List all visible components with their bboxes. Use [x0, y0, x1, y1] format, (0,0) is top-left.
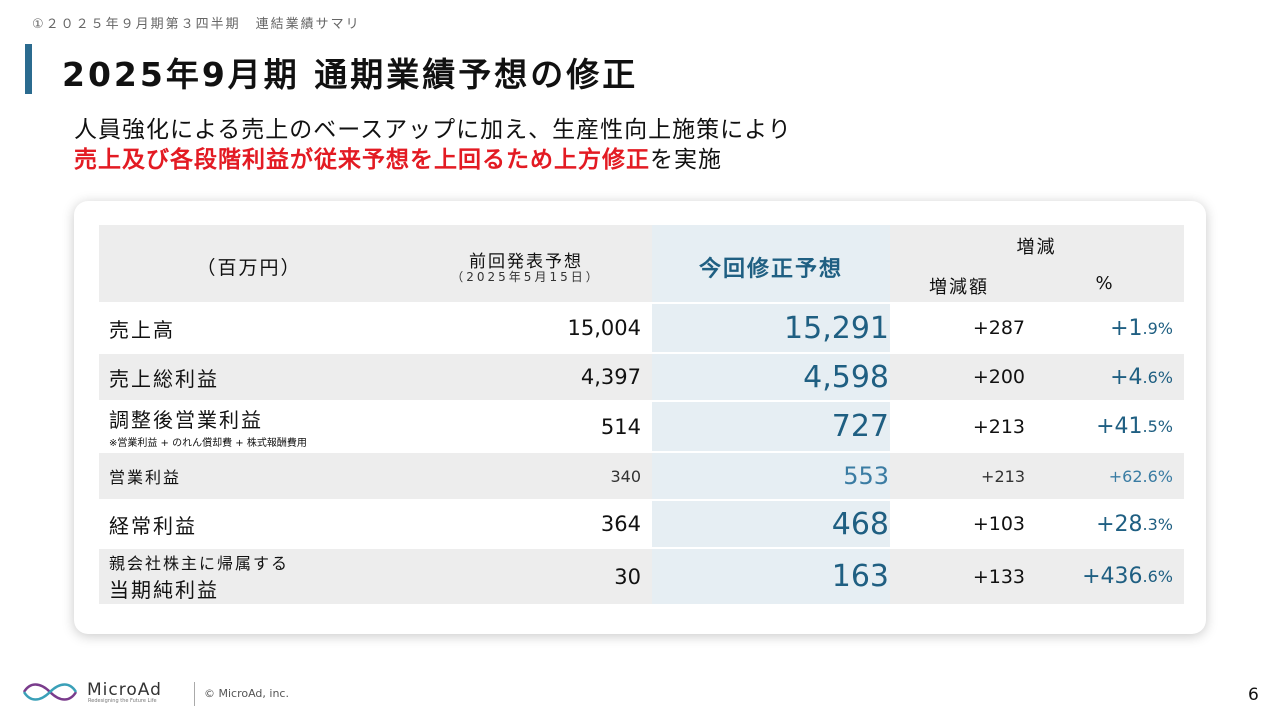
prev-value: 15,004 — [567, 316, 641, 340]
new-forecast-cell-bg — [652, 304, 890, 352]
table-row: 調整後営業利益 ※営業利益 + のれん償却費 + 株式報酬費用 514 727 +… — [99, 402, 1184, 453]
diff-value: +287 — [972, 317, 1025, 339]
new-forecast-cell-bg — [652, 453, 890, 499]
diff-amount-header: 増減額 — [929, 277, 989, 298]
prev-value: 364 — [600, 512, 641, 536]
row-label: 親会社株主に帰属する 当期純利益 — [109, 554, 290, 602]
new-forecast-header: 今回修正予想 — [698, 257, 843, 282]
footer-tagline: Redesigning the Future Life — [88, 698, 157, 704]
title-accent-bar — [25, 44, 32, 94]
forecast-table: （百万円） 前回発表予想 （2025年5月15日） 今回修正予想 増減 増減額 … — [99, 225, 1184, 606]
new-forecast-cell-bg — [652, 501, 890, 547]
new-forecast-highlight — [652, 225, 890, 302]
prev-forecast-date: （2025年5月15日） — [451, 270, 601, 284]
row-label: 調整後営業利益 ※営業利益 + のれん償却費 + 株式報酬費用 — [109, 408, 307, 449]
table-row: 売上高 15,004 15,291 +287 +1.9% — [99, 304, 1184, 354]
table-row: 営業利益 340 553 +213 +62.6% — [99, 453, 1184, 501]
footer-divider — [194, 682, 195, 706]
table-row: 親会社株主に帰属する 当期純利益 30 163 +133 +436.6% — [99, 549, 1184, 606]
new-forecast-cell-bg — [652, 354, 890, 400]
prev-forecast-header: 前回発表予想 — [469, 252, 583, 272]
microad-logo-icon — [22, 683, 78, 701]
new-value: 727 — [831, 409, 889, 444]
footer-copyright: © MicroAd, inc. — [204, 687, 289, 700]
new-forecast-cell-bg — [652, 549, 890, 604]
diff-value: +133 — [972, 565, 1025, 588]
row-label: 売上高 — [109, 317, 175, 342]
unit-header: （百万円） — [196, 257, 302, 279]
table-header: （百万円） 前回発表予想 （2025年5月15日） 今回修正予想 増減 増減額 … — [99, 225, 1184, 304]
page-number: 6 — [1248, 685, 1259, 705]
diff-value: +200 — [972, 366, 1025, 388]
prev-value: 340 — [610, 466, 641, 486]
row-note: ※営業利益 + のれん償却費 + 株式報酬費用 — [109, 438, 307, 449]
diff-value: +213 — [972, 415, 1025, 438]
footer-brand: MicroAd — [87, 680, 162, 700]
diff-value: +103 — [972, 513, 1025, 535]
pct-value: +62.6% — [1108, 466, 1173, 486]
subtitle-line-2: 売上及び各段階利益が従来予想を上回るため上方修正を実施 — [74, 140, 722, 174]
row-label: 経常利益 — [109, 513, 197, 538]
new-value: 468 — [831, 506, 889, 542]
prev-value: 514 — [600, 414, 641, 439]
breadcrumb: ①２０２５年９月期第３四半期 連結業績サマリ — [32, 17, 361, 32]
new-value: 163 — [831, 559, 889, 594]
row-label: 売上総利益 — [109, 366, 219, 391]
prev-value: 30 — [614, 564, 641, 589]
new-value: 15,291 — [784, 310, 889, 346]
subtitle-highlight: 売上及び各段階利益が従来予想を上回るため上方修正 — [74, 147, 650, 173]
table-row: 経常利益 364 468 +103 +28.3% — [99, 501, 1184, 549]
page-title: 2025年9月期 通期業績予想の修正 — [62, 55, 639, 94]
pct-value: +41.5% — [1096, 414, 1173, 439]
new-value: 553 — [843, 462, 889, 490]
diff-header: 増減 — [1016, 237, 1057, 258]
new-forecast-cell-bg — [652, 402, 890, 451]
row-label: 営業利益 — [109, 468, 182, 487]
table-row: 売上総利益 4,397 4,598 +200 +4.6% — [99, 354, 1184, 402]
pct-value: +4.6% — [1110, 364, 1173, 390]
prev-value: 4,397 — [580, 365, 641, 389]
pct-value: +1.9% — [1110, 315, 1173, 341]
pct-value: +28.3% — [1096, 511, 1173, 537]
subtitle-line-1: 人員強化による売上のベースアップに加え、生産性向上施策により — [74, 117, 792, 143]
new-value: 4,598 — [803, 359, 889, 395]
pct-value: +436.6% — [1082, 564, 1173, 589]
subtitle-rest: を実施 — [650, 147, 722, 173]
diff-value: +213 — [981, 466, 1025, 486]
diff-pct-header: % — [1095, 273, 1113, 294]
